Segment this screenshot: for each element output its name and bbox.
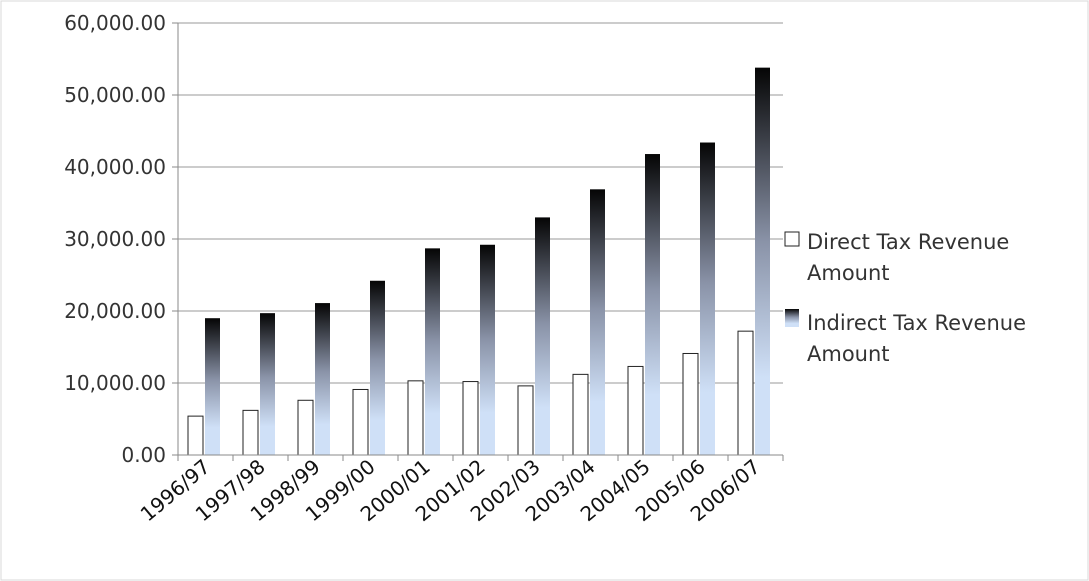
bar-direct-1998/99 xyxy=(297,399,314,456)
y-tick-label: 60,000.00 xyxy=(64,11,166,35)
bar-direct-1999/00 xyxy=(352,388,369,456)
bar-direct-1997/98 xyxy=(242,409,259,456)
bar-indirect-2000/01 xyxy=(425,248,440,455)
bar-direct-2004/05 xyxy=(627,365,644,456)
legend-label-direct: Direct Tax Revenue xyxy=(807,230,1009,254)
bar-direct-2005/06 xyxy=(682,352,699,456)
y-tick-label: 30,000.00 xyxy=(64,227,166,251)
bar-direct-2000/01 xyxy=(407,380,424,456)
legend-swatch-indirect xyxy=(785,309,799,327)
legend-swatch-direct xyxy=(784,231,800,247)
y-axis-tick-labels: 0.00 10,000.00 20,000.00 30,000.00 40,000.00… xyxy=(64,11,166,467)
bar-indirect-2005/06 xyxy=(700,142,715,455)
bars xyxy=(187,67,770,456)
bar-indirect-1996/97 xyxy=(205,318,220,455)
y-tick-label: 10,000.00 xyxy=(64,371,166,395)
bar-direct-2001/02 xyxy=(462,381,479,456)
bar-indirect-2004/05 xyxy=(645,154,660,456)
bar-indirect-1999/00 xyxy=(370,280,385,455)
bar-direct-2006/07 xyxy=(737,330,754,456)
y-tick-label: 50,000.00 xyxy=(64,83,166,107)
bar-direct-1996/97 xyxy=(187,415,204,456)
y-tick-label: 40,000.00 xyxy=(64,155,166,179)
legend-label-indirect: Indirect Tax Revenue xyxy=(807,311,1026,335)
legend-label-direct: Amount xyxy=(807,261,890,285)
y-tick-label: 20,000.00 xyxy=(64,299,166,323)
bar-indirect-2003/04 xyxy=(590,189,605,455)
bar-direct-2003/04 xyxy=(572,373,589,456)
bar-indirect-2001/02 xyxy=(480,244,495,455)
bar-indirect-1997/98 xyxy=(260,313,275,455)
bar-indirect-2002/03 xyxy=(535,217,550,455)
legend: Direct Tax Revenue Amount Indirect Tax Rev… xyxy=(784,230,1026,366)
bar-indirect-2006/07 xyxy=(755,67,770,455)
bar-direct-2002/03 xyxy=(517,385,534,456)
bar-indirect-1998/99 xyxy=(315,303,330,455)
legend-label-indirect: Amount xyxy=(807,342,890,366)
axes xyxy=(172,22,784,461)
gridlines xyxy=(178,22,783,384)
y-tick-label: 0.00 xyxy=(121,443,166,467)
